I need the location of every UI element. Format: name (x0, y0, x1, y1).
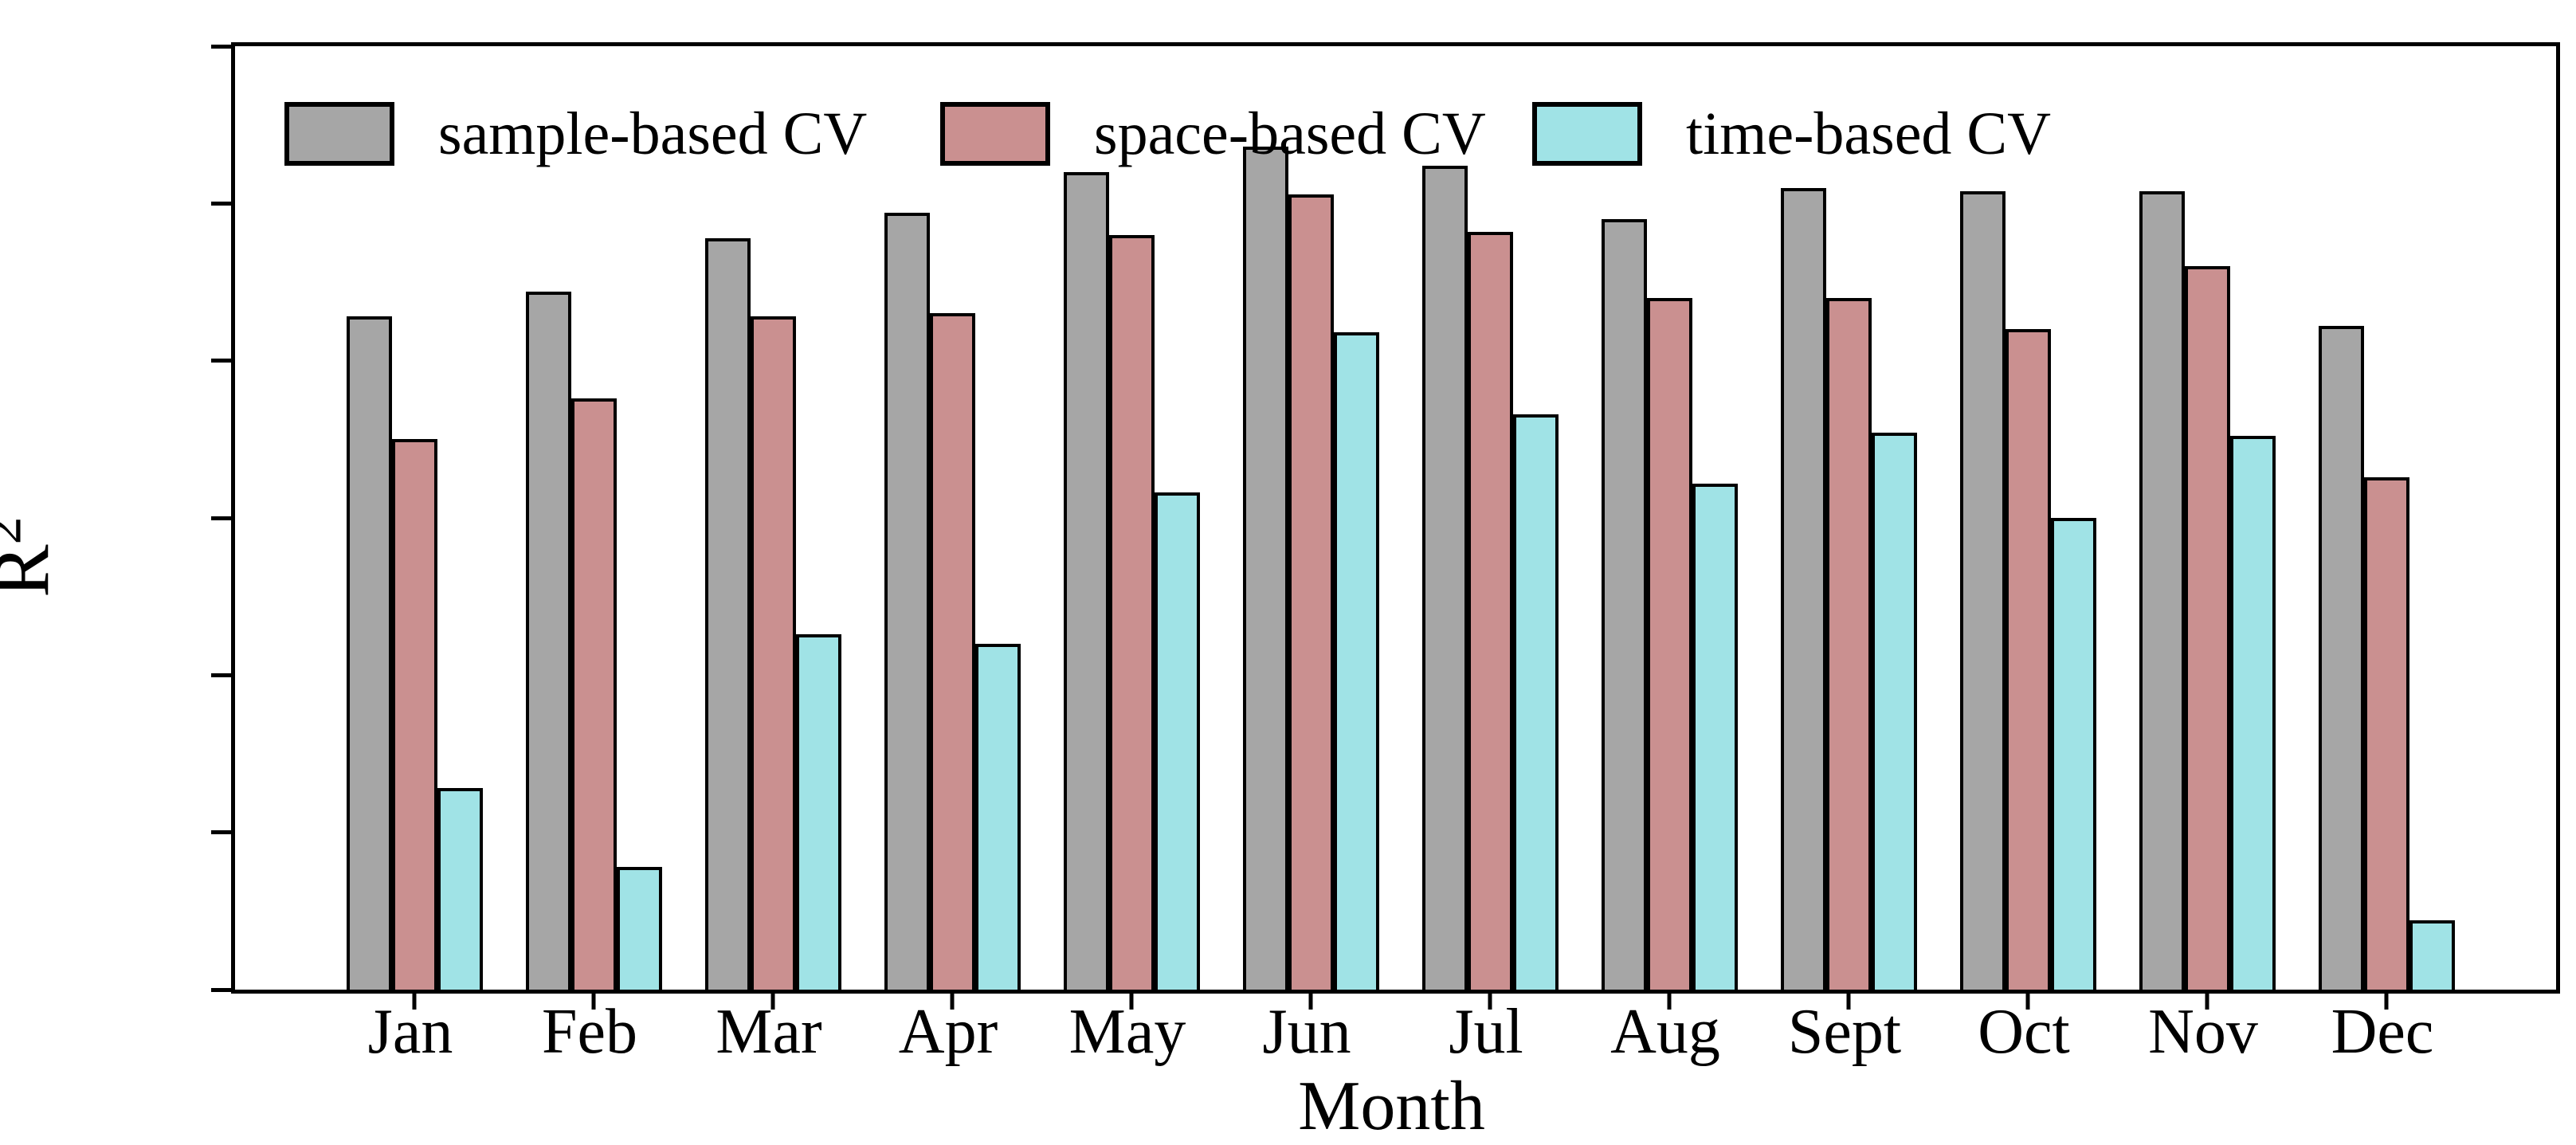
bar-Jan-time (437, 788, 483, 990)
legend-label-space: space-based CV (1094, 100, 1486, 167)
bar-Apr-sample (884, 213, 930, 990)
y-axis-label: R2 (0, 516, 65, 598)
bar-Jul-sample (1421, 165, 1468, 990)
bar-Mar-space (750, 316, 796, 990)
x-tick-label-Dec: Dec (2331, 997, 2434, 1067)
bar-Aug-time (1692, 483, 1738, 990)
bar-group-Aug (1601, 219, 1738, 990)
y-axis-tick-0.95 (211, 201, 231, 206)
x-axis-label: Month (1298, 1068, 1485, 1145)
x-axis-tick-May (1129, 994, 1134, 1010)
x-axis-tick-Feb (591, 994, 596, 1010)
bar-group-Nov (2139, 190, 2276, 990)
x-tick-label-Jul: Jul (1449, 997, 1523, 1067)
y-axis-tick-0.80 (211, 672, 231, 677)
legend-swatch-time (1532, 102, 1642, 166)
bar-Dec-time (2409, 920, 2455, 990)
y-axis-tick-0.85 (211, 516, 231, 520)
y-axis-label-exponent: 2 (0, 516, 33, 544)
x-tick-label-Sept: Sept (1787, 997, 1902, 1067)
bar-Apr-space (929, 313, 975, 990)
bar-group-May (1063, 171, 1200, 990)
bar-group-Sept (1780, 187, 1917, 990)
x-axis-tick-Sept (1846, 994, 1851, 1010)
bar-Mar-sample (704, 237, 751, 990)
bar-Apr-time (974, 643, 1021, 990)
bar-May-sample (1063, 171, 1109, 990)
bar-Jan-sample (346, 316, 392, 990)
plot-area (211, 42, 2560, 1010)
x-tick-label-Oct: Oct (1978, 997, 2070, 1067)
bar-group-Dec (2318, 326, 2455, 990)
bar-Dec-space (2363, 476, 2409, 990)
bar-Nov-sample (2139, 190, 2185, 990)
y-axis-tick-1.0 (211, 44, 231, 49)
bar-group-Mar (704, 237, 841, 990)
bar-Jun-time (1333, 332, 1379, 990)
x-axis-tick-Mar (770, 994, 775, 1010)
bar-Aug-space (1646, 297, 1692, 990)
bar-Oct-space (2005, 329, 2051, 990)
bar-group-Feb (525, 291, 662, 990)
bar-Jul-time (1512, 414, 1559, 990)
x-axis-tick-Oct (2025, 994, 2030, 1010)
bar-group-Jun (1242, 147, 1379, 990)
x-axis-tick-Aug (1667, 994, 1672, 1010)
legend-swatch-sample (284, 102, 394, 166)
x-tick-label-May: May (1068, 997, 1186, 1067)
x-axis-tick-Jul (1488, 994, 1492, 1010)
y-axis-label-base: R (0, 544, 65, 598)
x-axis-tick-Apr (950, 994, 955, 1010)
bar-Jul-space (1467, 231, 1513, 990)
bar-group-Oct (1959, 190, 2096, 990)
bar-Feb-sample (525, 291, 571, 990)
y-axis-tick-0.75 (211, 830, 231, 835)
bar-Feb-space (570, 398, 617, 990)
bar-Nov-time (2229, 436, 2276, 990)
bar-Aug-sample (1601, 219, 1647, 990)
bar-Sept-space (1825, 297, 1872, 990)
bar-Sept-sample (1780, 187, 1826, 990)
bar-May-time (1154, 492, 1200, 990)
bar-Nov-space (2184, 266, 2230, 990)
bar-group-Jul (1421, 165, 1559, 990)
y-axis-tick-0.90 (211, 359, 231, 363)
x-tick-label-Apr: Apr (898, 997, 998, 1067)
legend-label-time: time-based CV (1686, 100, 2052, 167)
x-tick-label-Aug: Aug (1610, 997, 1720, 1067)
bar-Jan-space (391, 439, 437, 990)
bar-group-Jan (346, 316, 483, 990)
legend-item-time: time-based CV (1532, 102, 2051, 166)
legend-item-space: space-based CV (940, 102, 1486, 166)
bar-Oct-time (2050, 518, 2096, 990)
bar-Oct-sample (1959, 190, 2006, 990)
x-tick-label-Mar: Mar (716, 997, 822, 1067)
x-axis-tick-Dec (2384, 994, 2389, 1010)
bar-Feb-time (616, 867, 662, 990)
x-tick-label-Jun: Jun (1262, 997, 1351, 1067)
bar-Mar-time (795, 634, 841, 990)
legend-item-sample: sample-based CV (284, 102, 867, 166)
bar-Dec-sample (2318, 326, 2364, 990)
x-axis-tick-Nov (2205, 994, 2209, 1010)
legend-swatch-space (940, 102, 1050, 166)
bar-May-space (1108, 234, 1155, 990)
bar-group-Apr (884, 213, 1021, 990)
bar-Sept-time (1871, 433, 1917, 990)
x-axis-tick-Jun (1308, 994, 1313, 1010)
x-tick-label-Feb: Feb (542, 997, 637, 1067)
x-tick-label-Nov: Nov (2148, 997, 2258, 1067)
legend-label-sample: sample-based CV (438, 100, 868, 167)
x-tick-label-Jan: Jan (367, 997, 453, 1067)
bar-Jun-sample (1242, 147, 1288, 990)
y-axis-tick-0.70 (211, 987, 231, 992)
x-axis-tick-Jan (412, 994, 417, 1010)
bar-Jun-space (1288, 194, 1334, 990)
